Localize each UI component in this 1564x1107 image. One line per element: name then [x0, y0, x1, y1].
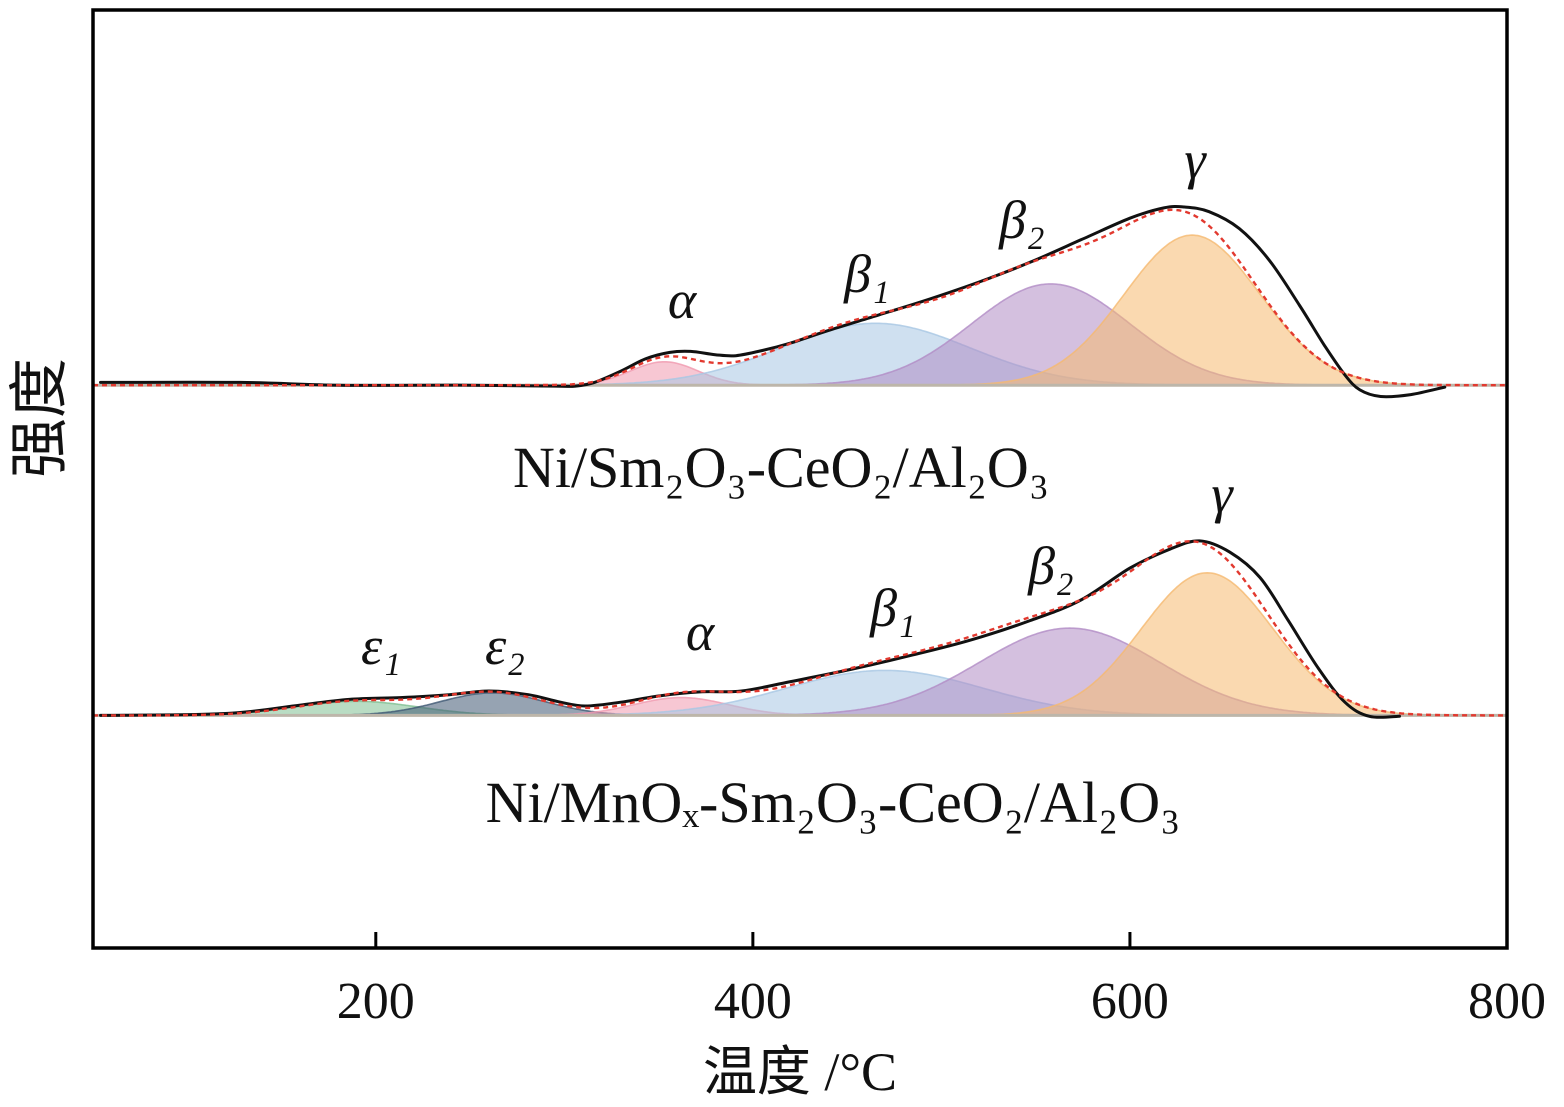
profile-curve: [99, 539, 1401, 719]
x-tick-label: 400: [714, 973, 792, 1030]
peak-label-beta1: β₁: [843, 244, 890, 304]
fit-curve: [93, 539, 1507, 717]
profile-lines: [93, 205, 1507, 719]
peak-label-beta2: β₂: [1027, 536, 1074, 596]
peak-label-epsilon2: ε₂: [485, 616, 525, 676]
x-axis-ticks: 200 400 600 800: [337, 932, 1546, 1030]
x-tick-label: 800: [1468, 973, 1546, 1030]
peak-label-alpha: α: [668, 270, 698, 330]
fit-curve: [93, 208, 1507, 387]
peak-label-beta1: β₁: [869, 578, 916, 638]
peak-label-alpha: α: [686, 602, 716, 662]
plot-frame: [91, 8, 1509, 950]
x-tick-label: 600: [1091, 973, 1169, 1030]
y-axis-label: 强度: [7, 358, 73, 478]
x-tick-label: 200: [337, 973, 415, 1030]
sample-label-lower: Ni/MnOₓ-Sm₂O₃-CeO₂/Al₂O₃: [486, 770, 1181, 835]
x-axis-label: 温度 /°C: [703, 1042, 897, 1102]
sample-label-upper: Ni/Sm₂O₃-CeO₂/Al₂O₃: [513, 435, 1049, 500]
peak-label-epsilon1: ε₁: [361, 616, 401, 676]
peak-label-beta2: β₂: [998, 190, 1045, 250]
peak-label-gamma: γ: [1211, 464, 1234, 524]
profile-curve: [99, 205, 1447, 399]
peak-label-gamma: γ: [1184, 130, 1207, 190]
